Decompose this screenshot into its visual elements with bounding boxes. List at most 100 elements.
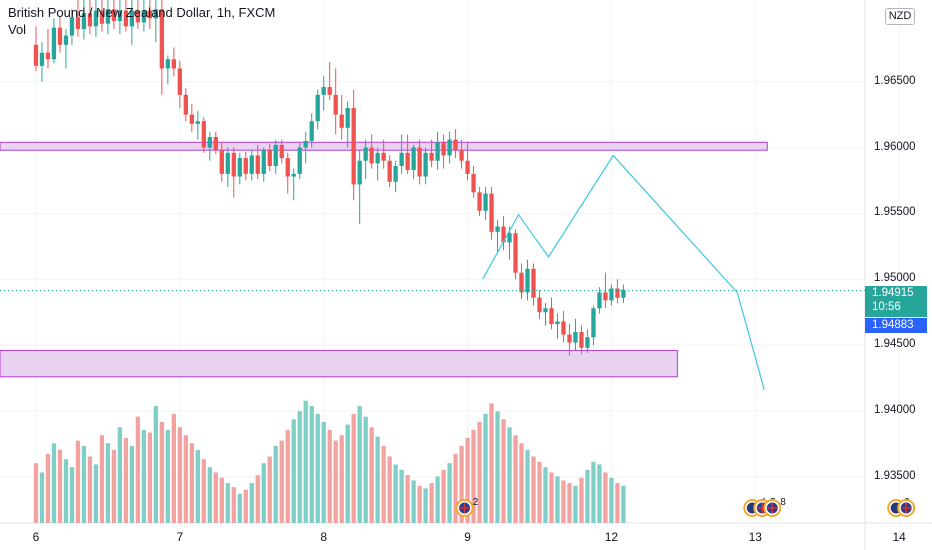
candle-body: [111, 9, 117, 22]
candle-body: [399, 152, 404, 166]
candle-body: [405, 152, 410, 170]
candle-body: [525, 268, 530, 293]
volume-bar: [609, 477, 614, 523]
candle-body: [447, 139, 452, 156]
candle-body: [537, 297, 542, 313]
volume-bar: [477, 421, 482, 523]
zone-support: [0, 349, 678, 378]
candle-body: [357, 160, 362, 185]
candle-body: [231, 152, 236, 177]
volume-bar: [309, 405, 314, 523]
candle-body: [69, 17, 75, 36]
time-tick-label: 13: [748, 530, 762, 544]
candle-body: [285, 158, 290, 177]
candle-body: [381, 152, 386, 161]
price-tick-label: 1.94000: [874, 404, 916, 417]
volume-bar: [147, 432, 153, 523]
candle-body: [615, 288, 620, 298]
candle-body: [63, 35, 69, 45]
candle-body: [135, 10, 141, 23]
volume-bar: [489, 403, 494, 523]
candle-body: [441, 142, 446, 156]
candle-body: [369, 147, 374, 164]
volume-bar: [513, 435, 518, 523]
candle-body: [39, 52, 45, 66]
volume-bar: [33, 463, 39, 523]
volume-bar: [153, 405, 159, 523]
volume-bar: [105, 443, 111, 523]
volume-bar: [171, 413, 176, 523]
volume-bar: [507, 427, 512, 523]
volume-bar: [207, 467, 212, 523]
volume-bar: [291, 419, 296, 523]
volume-bar: [459, 445, 464, 523]
time-tick-label: 9: [464, 530, 471, 544]
volume-bar: [471, 429, 476, 523]
volume-bar: [525, 449, 530, 523]
volume-bar: [603, 472, 608, 523]
price-tick-label: 1.93500: [874, 469, 916, 482]
candle-body: [45, 52, 51, 60]
volume-bar: [429, 483, 434, 523]
volume-bar: [201, 459, 206, 523]
candle-body: [531, 268, 536, 298]
volume-bar: [195, 449, 200, 523]
candle-body: [351, 108, 356, 185]
candle-body: [483, 193, 488, 211]
volume-bar: [417, 485, 422, 523]
volume-bar: [543, 467, 548, 523]
candle-body: [87, 13, 93, 27]
volume-bar: [405, 475, 410, 523]
volume-bar: [411, 480, 416, 523]
volume-bar: [279, 440, 284, 523]
volume-bar: [621, 485, 626, 523]
volume-bar: [399, 469, 404, 523]
candle-body: [249, 155, 254, 174]
volume-bar: [237, 493, 242, 523]
candle-body: [303, 140, 308, 148]
volume-bar: [363, 416, 368, 523]
volume-bar: [81, 445, 87, 523]
prev-close-tag: 1.94883: [865, 318, 927, 333]
candle-body: [453, 139, 458, 151]
volume-bar: [183, 435, 188, 523]
candle-body: [339, 114, 344, 128]
event-count: 2: [473, 497, 479, 508]
volume-bar: [549, 472, 554, 523]
volume-bar: [213, 472, 218, 523]
volume-bar: [369, 427, 374, 523]
candle-body: [321, 86, 326, 95]
volume-bar: [45, 453, 51, 523]
volume-bar: [333, 440, 338, 523]
candle-body: [543, 308, 548, 313]
volume-bar: [501, 419, 506, 523]
currency-badge[interactable]: NZD: [885, 8, 915, 25]
candle-body: [363, 147, 368, 161]
volume-bar: [267, 456, 272, 523]
volume-bar: [87, 456, 93, 523]
volume-bar: [321, 421, 326, 523]
candle-body: [387, 160, 392, 182]
candle-body: [459, 150, 464, 161]
current-price-value: 1.94915: [872, 287, 914, 299]
time-tick-label: 12: [604, 530, 619, 544]
candle-body: [291, 173, 296, 177]
candle-body: [555, 321, 560, 325]
candle-body: [123, 10, 129, 27]
volume-bar: [123, 437, 129, 523]
event-count: 8: [780, 497, 786, 508]
candle-body: [225, 152, 230, 174]
candle-body: [411, 147, 416, 170]
price-tick-label: 1.96000: [874, 140, 916, 153]
volume-bar: [243, 489, 248, 523]
candle-countdown: 10:56: [872, 301, 901, 313]
candle-body: [609, 288, 614, 301]
candle-body: [75, 17, 81, 29]
candle-body: [237, 158, 242, 177]
volume-bar: [315, 413, 320, 523]
volume-bar: [537, 461, 542, 523]
volume-bar: [135, 416, 141, 523]
candle-body: [603, 292, 608, 301]
volume-bar: [63, 459, 69, 523]
